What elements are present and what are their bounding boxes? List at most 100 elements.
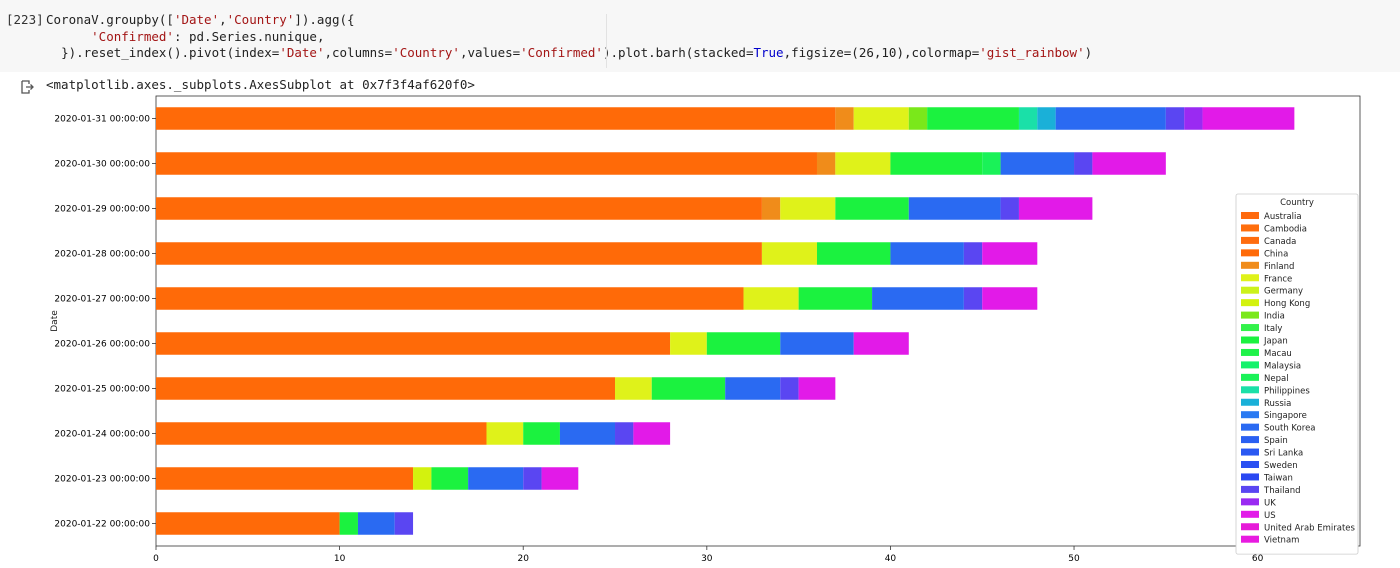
legend-swatch	[1241, 386, 1259, 394]
bar-segment-china	[156, 197, 762, 220]
x-tick-label: 30	[701, 554, 713, 564]
legend-swatch	[1241, 299, 1259, 307]
bar-segment-thailand	[615, 422, 634, 445]
bar-segment-japan	[523, 422, 560, 445]
legend-swatch	[1241, 361, 1259, 369]
legend-entry: Macau	[1264, 349, 1292, 359]
legend-swatch	[1241, 523, 1259, 531]
y-axis-label: Date	[50, 310, 60, 332]
legend-swatch	[1241, 311, 1259, 319]
bar-segment-france	[486, 422, 524, 445]
bar-segment-thailand	[523, 467, 542, 490]
y-tick-label: 2020-01-29 00:00:00	[54, 205, 150, 215]
bar-segment-france	[615, 377, 652, 400]
bar-segment-us	[982, 287, 1038, 310]
bar-segment-japan	[339, 512, 358, 535]
bar-segment-china	[156, 422, 487, 445]
bar-segment-china	[156, 242, 762, 265]
bar-segment-thailand	[1000, 197, 1019, 220]
legend-entry: Thailand	[1263, 486, 1301, 496]
y-tick-label: 2020-01-31 00:00:00	[54, 115, 150, 125]
code-editor[interactable]: CoronaV.groupby(['Date','Country']).agg(…	[46, 12, 1092, 62]
legend-box	[1235, 193, 1359, 555]
stacked-barh-chart: 0 10 20 30 40 50 60 2020-01-22 00:00:002020-01…	[50, 95, 1361, 564]
bar-segment-us	[1018, 197, 1093, 220]
legend-entry: Spain	[1264, 436, 1288, 446]
bar-segment-china	[156, 152, 817, 175]
bar-segment-france	[780, 197, 836, 220]
bar-segment-finland	[816, 152, 836, 175]
bar-segment-china	[156, 512, 340, 535]
bar-segment-south-korea	[559, 422, 616, 445]
y-tick-label: 2020-01-26 00:00:00	[54, 340, 150, 350]
bar-segment-philippines	[1018, 107, 1038, 130]
legend-swatch	[1241, 411, 1259, 419]
legend-entry: Nepal	[1264, 374, 1289, 384]
legend-swatch	[1241, 485, 1259, 493]
bar-segment-france	[743, 287, 799, 310]
output-toggle-icon[interactable]	[20, 80, 34, 94]
bar-segment-china	[156, 287, 744, 310]
legend-entry: US	[1264, 511, 1276, 521]
bar-segment-south-korea	[725, 377, 781, 400]
bar-segment-thailand	[780, 377, 799, 400]
legend-swatch	[1241, 236, 1259, 244]
legend-title: Country	[1280, 198, 1314, 208]
y-tick-label: 2020-01-27 00:00:00	[54, 295, 150, 305]
bar-segment-us	[633, 422, 671, 445]
code-token: 'Country'	[392, 45, 460, 60]
legend-swatch	[1241, 473, 1259, 481]
code-token: 'Confirmed'	[91, 28, 174, 44]
editor-divider	[606, 14, 607, 68]
legend-swatch	[1241, 249, 1259, 257]
code-token: 'Date'	[279, 45, 325, 60]
bar-segment-japan	[798, 287, 873, 310]
bar-segment-us	[541, 467, 579, 490]
code-token: ]).agg({	[294, 12, 355, 27]
code-token: ,columns=	[324, 45, 393, 60]
code-token: ,	[219, 12, 227, 27]
bar-segment-japan	[706, 332, 781, 355]
y-tick-label: 2020-01-23 00:00:00	[54, 475, 150, 485]
legend-swatch	[1241, 336, 1259, 344]
bar-segment-us	[1092, 152, 1166, 175]
x-tick-label: 60	[1252, 554, 1264, 564]
code-token: }).reset_index().pivot(index=	[61, 45, 280, 60]
legend-entry: Singapore	[1264, 411, 1307, 421]
legend-swatch	[1241, 398, 1259, 406]
legend-entry: China	[1264, 249, 1288, 259]
legend-entry: Philippines	[1264, 386, 1310, 396]
legend-entry: France	[1264, 274, 1292, 284]
code-token: True	[753, 45, 784, 60]
legend-swatch	[1241, 535, 1259, 543]
bar-segment-france	[761, 242, 817, 265]
bar-segment-south-korea	[908, 197, 1001, 220]
legend-entry: Germany	[1264, 287, 1303, 297]
bar-segment-hong-kong	[413, 467, 432, 490]
bar-segment-uk	[1184, 107, 1203, 130]
y-tick-label: 2020-01-28 00:00:00	[54, 250, 150, 260]
legend-entry: Italy	[1264, 324, 1282, 334]
code-token: ).plot.barh(stacked=	[602, 45, 754, 60]
legend-swatch	[1241, 498, 1259, 506]
legend-entry: Canada	[1264, 237, 1296, 247]
cell-execution-count: [223]	[6, 12, 44, 27]
bar-segment-thailand	[1074, 152, 1093, 175]
bar-segment-china	[156, 377, 616, 400]
code-token: ,figsize=(26,10),colormap=	[783, 45, 980, 60]
x-tick-label: 50	[1068, 554, 1080, 564]
legend-swatch	[1241, 348, 1259, 356]
bar-segment-japan	[927, 107, 1019, 130]
code-token: )	[1084, 45, 1093, 60]
bar-segment-us	[982, 242, 1038, 265]
code-cell[interactable]: [223] CoronaV.groupby(['Date','Country']…	[0, 0, 1400, 72]
bar-segment-france	[670, 332, 707, 355]
bar-segment-south-korea	[468, 467, 524, 490]
bar-segment-south-korea	[1000, 152, 1075, 175]
code-token: ,values=	[459, 45, 521, 60]
y-axis: 2020-01-22 00:00:00 2020-01-23 00:00:00 20…	[54, 115, 156, 530]
bar-segment-finland	[835, 107, 854, 130]
legend-entry: Taiwan	[1263, 473, 1293, 483]
legend-swatch	[1241, 448, 1259, 456]
legend-swatch	[1241, 436, 1259, 444]
